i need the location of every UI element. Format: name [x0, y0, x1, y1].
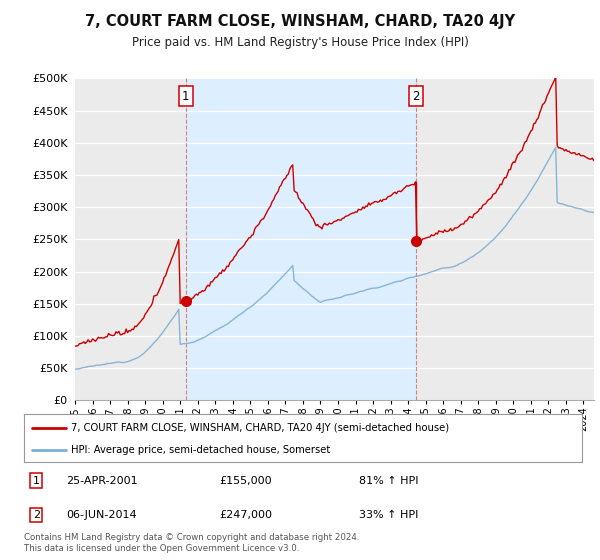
Text: HPI: Average price, semi-detached house, Somerset: HPI: Average price, semi-detached house,…: [71, 445, 331, 455]
Bar: [186, 78, 416, 400]
Text: 1: 1: [33, 476, 40, 486]
Text: 2: 2: [33, 510, 40, 520]
Text: 25-APR-2001: 25-APR-2001: [66, 476, 137, 486]
Text: Contains HM Land Registry data © Crown copyright and database right 2024.
This d: Contains HM Land Registry data © Crown c…: [24, 533, 359, 553]
Text: 7, COURT FARM CLOSE, WINSHAM, CHARD, TA20 4JY: 7, COURT FARM CLOSE, WINSHAM, CHARD, TA2…: [85, 14, 515, 29]
Text: 7, COURT FARM CLOSE, WINSHAM, CHARD, TA20 4JY (semi-detached house): 7, COURT FARM CLOSE, WINSHAM, CHARD, TA2…: [71, 423, 449, 433]
Text: 1: 1: [182, 90, 190, 102]
Text: £155,000: £155,000: [220, 476, 272, 486]
Text: 33% ↑ HPI: 33% ↑ HPI: [359, 510, 418, 520]
Text: 2: 2: [412, 90, 419, 102]
Text: 81% ↑ HPI: 81% ↑ HPI: [359, 476, 418, 486]
Text: Price paid vs. HM Land Registry's House Price Index (HPI): Price paid vs. HM Land Registry's House …: [131, 36, 469, 49]
Text: £247,000: £247,000: [220, 510, 272, 520]
Text: 06-JUN-2014: 06-JUN-2014: [66, 510, 136, 520]
